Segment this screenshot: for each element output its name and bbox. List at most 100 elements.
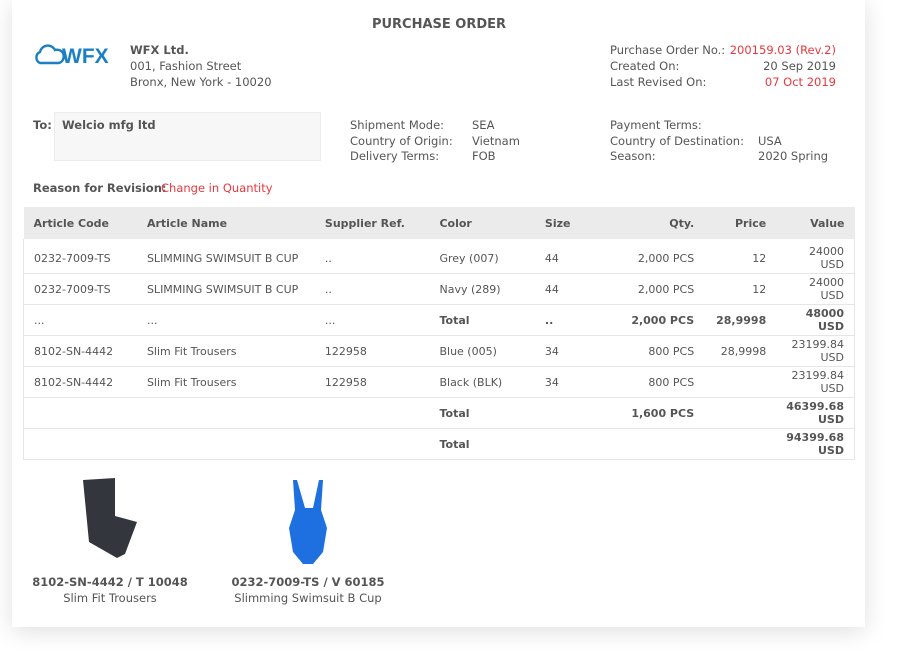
table-cell: 28,9998 (704, 304, 777, 336)
table-cell: 44 (534, 239, 595, 274)
table-cell: 24000 USD (776, 239, 856, 274)
created-date: 20 Sep 2019 (763, 59, 836, 73)
table-cell: 8102-SN-4442 (22, 366, 137, 398)
table-cell: Slim Fit Trousers (136, 335, 315, 367)
company-address-1: 001, Fashion Street (130, 59, 242, 73)
table-cell: 8102-SN-4442 (22, 335, 137, 367)
column-header: Price (704, 207, 777, 239)
order-table: Article Code Article Name Supplier Ref. Col… (22, 207, 856, 460)
table-cell: 12 (704, 273, 777, 305)
product-code: 8102-SN-4442 / T 10048 (32, 575, 188, 589)
created-label: Created On: (610, 59, 680, 73)
column-header: Qty. (594, 207, 705, 239)
delivery: FOB (472, 149, 496, 163)
to-label: To: (33, 118, 52, 132)
table-cell: 23199.84 USD (776, 366, 856, 398)
table-cell: Grey (007) (429, 239, 535, 274)
table-cell: 44 (534, 273, 595, 305)
table-cell: 2,000 PCS (594, 239, 705, 274)
table-cell: 122958 (314, 366, 430, 398)
table-cell: .. (314, 273, 430, 305)
column-header: Supplier Ref. (314, 207, 430, 239)
table-cell: 34 (534, 366, 595, 398)
table-cell: Navy (289) (429, 273, 535, 305)
table-cell (136, 397, 315, 429)
revised-label: Last Revised On: (610, 75, 707, 89)
po-number: 200159.03 (Rev.2) (729, 43, 836, 57)
table-cell (136, 428, 315, 460)
wfx-logo: WFX (32, 43, 110, 71)
revised-date: 07 Oct 2019 (764, 75, 836, 89)
table-cell: 46399.68 USD (776, 397, 856, 429)
table-cell: 122958 (314, 335, 430, 367)
table-cell: 800 PCS (594, 335, 705, 367)
column-header: Size (534, 207, 595, 239)
table-cell: 0232-7009-TS (22, 273, 137, 305)
column-header: Color (429, 207, 535, 239)
table-cell: Total (429, 397, 535, 429)
table-cell: .. (534, 304, 595, 336)
company-address-2: Bronx, New York - 10020 (130, 75, 272, 89)
season: 2020 Spring (758, 149, 829, 163)
delivery-label: Delivery Terms: (350, 149, 440, 163)
shipment-mode-label: Shipment Mode: (350, 118, 445, 132)
table-cell: 24000 USD (776, 273, 856, 305)
revision-label: Reason for Revision: (33, 181, 167, 195)
table-cell: .. (314, 239, 430, 274)
total-row: Total 94399.68 USD (22, 428, 856, 460)
product-name: Slimming Swimsuit B Cup (234, 591, 382, 605)
destination-label: Country of Destination: (610, 134, 744, 148)
table-row: 0232-7009-TS SLIMMING SWIMSUIT B CUP.. Gre… (22, 239, 856, 274)
product-card: 8102-SN-4442 / T 10048 Slim Fit Trousers (10, 478, 210, 605)
to-box (54, 112, 321, 161)
column-header: Article Name (136, 207, 315, 239)
total-row: Total 1,600 PCS 46399.68 USD (22, 397, 856, 429)
table-cell: Total (429, 304, 535, 336)
table-cell: 2,000 PCS (594, 273, 705, 305)
table-cell: SLIMMING SWIMSUIT B CUP (136, 239, 315, 274)
product-name: Slim Fit Trousers (63, 591, 157, 605)
column-header: Value (776, 207, 855, 239)
shipment-mode: SEA (472, 118, 495, 132)
swimsuit-image (208, 478, 408, 568)
table-cell (704, 366, 777, 398)
table-cell: 12 (704, 239, 777, 274)
page-title: PURCHASE ORDER (371, 17, 507, 32)
table-cell: 0232-7009-TS (22, 239, 137, 274)
table-cell (534, 397, 595, 429)
product-card: 0232-7009-TS / V 60185 Slimming Swimsuit … (208, 478, 408, 605)
svg-text:WFX: WFX (62, 45, 109, 67)
season-label: Season: (610, 149, 656, 163)
payment-label: Payment Terms: (610, 118, 702, 132)
table-cell: Total (429, 428, 535, 460)
table-cell: Black (BLK) (429, 366, 535, 398)
total-row: ......... Total.. 2,000 PCS 28,9998 48000 US… (22, 304, 856, 336)
table-cell (22, 397, 137, 429)
table-cell: 800 PCS (594, 366, 705, 398)
table-cell: ... (22, 304, 137, 336)
table-cell (22, 428, 137, 460)
table-cell: 1,600 PCS (594, 397, 705, 429)
table-cell: 48000 USD (776, 304, 856, 336)
table-cell: 23199.84 USD (776, 335, 856, 367)
company-name: WFX Ltd. (130, 43, 189, 57)
table-cell (314, 397, 430, 429)
trousers-image (10, 478, 210, 568)
table-row: 8102-SN-4442 Slim Fit Trousers 122958 Blue … (22, 335, 856, 367)
table-cell: 2,000 PCS (594, 304, 705, 336)
product-code: 0232-7009-TS / V 60185 (231, 575, 385, 589)
table-cell: 34 (534, 335, 595, 367)
table-cell: Blue (005) (429, 335, 535, 367)
table-row: 8102-SN-4442 Slim Fit Trousers 122958 Black… (22, 366, 856, 398)
destination: USA (758, 134, 782, 148)
table-cell (704, 397, 777, 429)
po-number-label: Purchase Order No.: (610, 43, 726, 57)
table-cell: ... (314, 304, 430, 336)
table-cell: Slim Fit Trousers (136, 366, 315, 398)
revision-reason: Change in Quantity (161, 181, 273, 195)
table-cell: SLIMMING SWIMSUIT B CUP (136, 273, 315, 305)
origin: Vietnam (472, 134, 520, 148)
table-cell: 94399.68 USD (776, 428, 856, 460)
table-cell: ... (136, 304, 315, 336)
origin-label: Country of Origin: (350, 134, 453, 148)
